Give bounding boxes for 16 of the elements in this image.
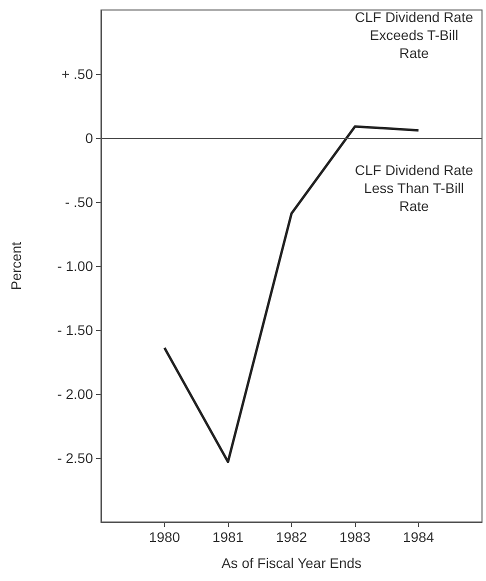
x-tick-label: 1982 [276, 529, 308, 545]
y-tick-label: - 2.00 [57, 386, 94, 402]
x-tick-label: 1980 [148, 529, 180, 545]
x-tick-label: 1981 [212, 529, 244, 545]
x-tick-label: 1984 [402, 529, 434, 545]
y-tick-label: - 1.00 [57, 258, 94, 274]
x-axis-title: As of Fiscal Year Ends [221, 555, 362, 571]
y-axis-title: Percent [8, 242, 24, 290]
annotation: CLF Dividend Rate Less Than T-Bill Rate [354, 162, 474, 214]
y-tick-label: + .50 [61, 66, 94, 82]
x-tick-label: 1983 [339, 529, 371, 545]
y-tick-label: - 1.50 [57, 322, 94, 338]
y-tick-label: - 2.50 [57, 450, 94, 466]
y-tick-label: 0 [85, 130, 94, 146]
annotation: CLF Dividend Rate Exceeds T-Bill Rate [354, 9, 474, 61]
y-tick-label: - .50 [64, 194, 94, 210]
